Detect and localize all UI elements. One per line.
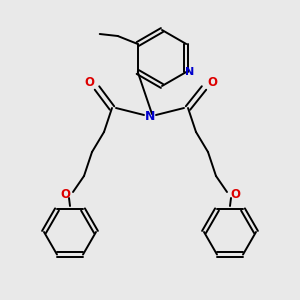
Text: N: N: [184, 67, 194, 77]
Text: O: O: [84, 76, 94, 89]
Text: O: O: [60, 188, 70, 200]
Text: O: O: [230, 188, 240, 200]
Text: N: N: [145, 110, 155, 124]
Text: O: O: [207, 76, 217, 89]
